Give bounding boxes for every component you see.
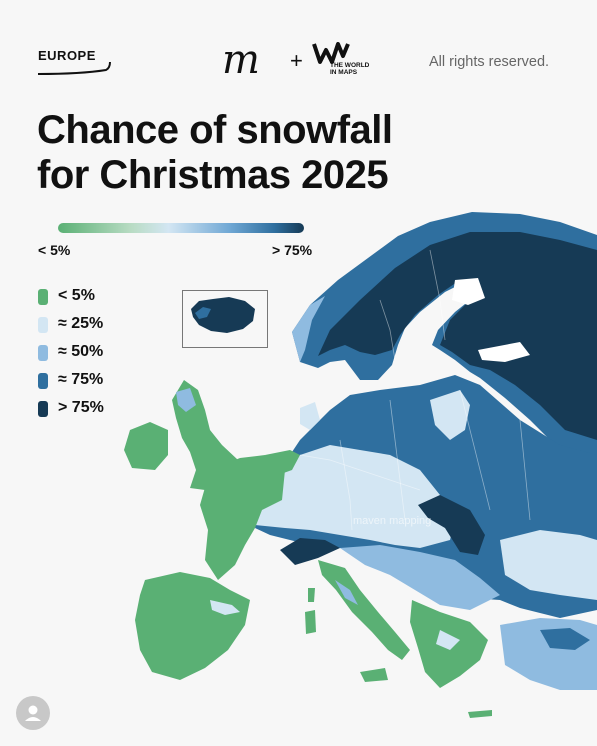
region-white-sea: [452, 278, 485, 305]
color-scale-bar: [58, 223, 304, 233]
region-italy-snow: [335, 580, 358, 605]
region-denmark: [300, 402, 320, 430]
region-norway-coast: [292, 296, 325, 362]
legend-label: ≈ 25%: [58, 315, 104, 332]
brand-logo: m: [222, 37, 260, 83]
legend-swatch: [38, 289, 48, 305]
title-line-1: Chance of snowfall: [37, 108, 393, 152]
legend-label: > 75%: [58, 399, 104, 416]
swoosh-icon: [37, 61, 111, 75]
title-line-2: for Christmas 2025: [37, 153, 389, 197]
region-iberia: [135, 572, 250, 680]
region-balkans-mid: [340, 545, 500, 610]
region-sicily: [360, 668, 388, 682]
region-scotland-snow: [176, 388, 196, 412]
region-label: EUROPE: [38, 48, 96, 63]
legend-swatch: [38, 373, 48, 389]
legend-swatch: [38, 345, 48, 361]
legend-label: < 5%: [58, 287, 95, 304]
scale-min-label: < 5%: [38, 242, 71, 258]
region-central-light: [255, 445, 455, 548]
region-alps-dark: [280, 538, 340, 565]
watermark: maven mapping: [353, 515, 432, 527]
iceland-map: [191, 297, 255, 333]
plus-sign: +: [290, 48, 303, 73]
partner-logo-text: THE WORLD IN MAPS: [330, 62, 370, 76]
world-in-maps-logo-icon: [312, 42, 350, 64]
region-east-light: [430, 390, 470, 440]
region-sardinia: [305, 610, 316, 634]
region-carpathian-dark: [418, 495, 485, 555]
legend-swatch: [38, 401, 48, 417]
region-lake-ladoga: [478, 342, 530, 362]
legend-label: ≈ 75%: [58, 371, 104, 388]
region-turkey-dark: [540, 628, 590, 650]
legend-label: ≈ 50%: [58, 343, 104, 360]
region-greece-snow: [436, 630, 460, 650]
person-icon: [25, 705, 41, 721]
rights-text: All rights reserved.: [429, 54, 550, 70]
region-iberia-snow: [210, 600, 240, 615]
region-east-white: [500, 530, 597, 600]
user-avatar-icon[interactable]: [16, 696, 50, 730]
region-turkey: [500, 618, 597, 690]
region-crete: [468, 710, 492, 718]
page-title: Chance of snowfall for Christmas 2025: [37, 108, 393, 198]
region-ireland: [124, 422, 168, 470]
region-corsica: [308, 588, 315, 602]
region-benelux: [265, 450, 300, 475]
region-france: [200, 455, 285, 580]
region-scandinavia-north: [318, 232, 597, 440]
scale-max-label: > 75%: [272, 242, 313, 258]
iceland-inset: [182, 290, 268, 348]
legend-swatch: [38, 317, 48, 333]
